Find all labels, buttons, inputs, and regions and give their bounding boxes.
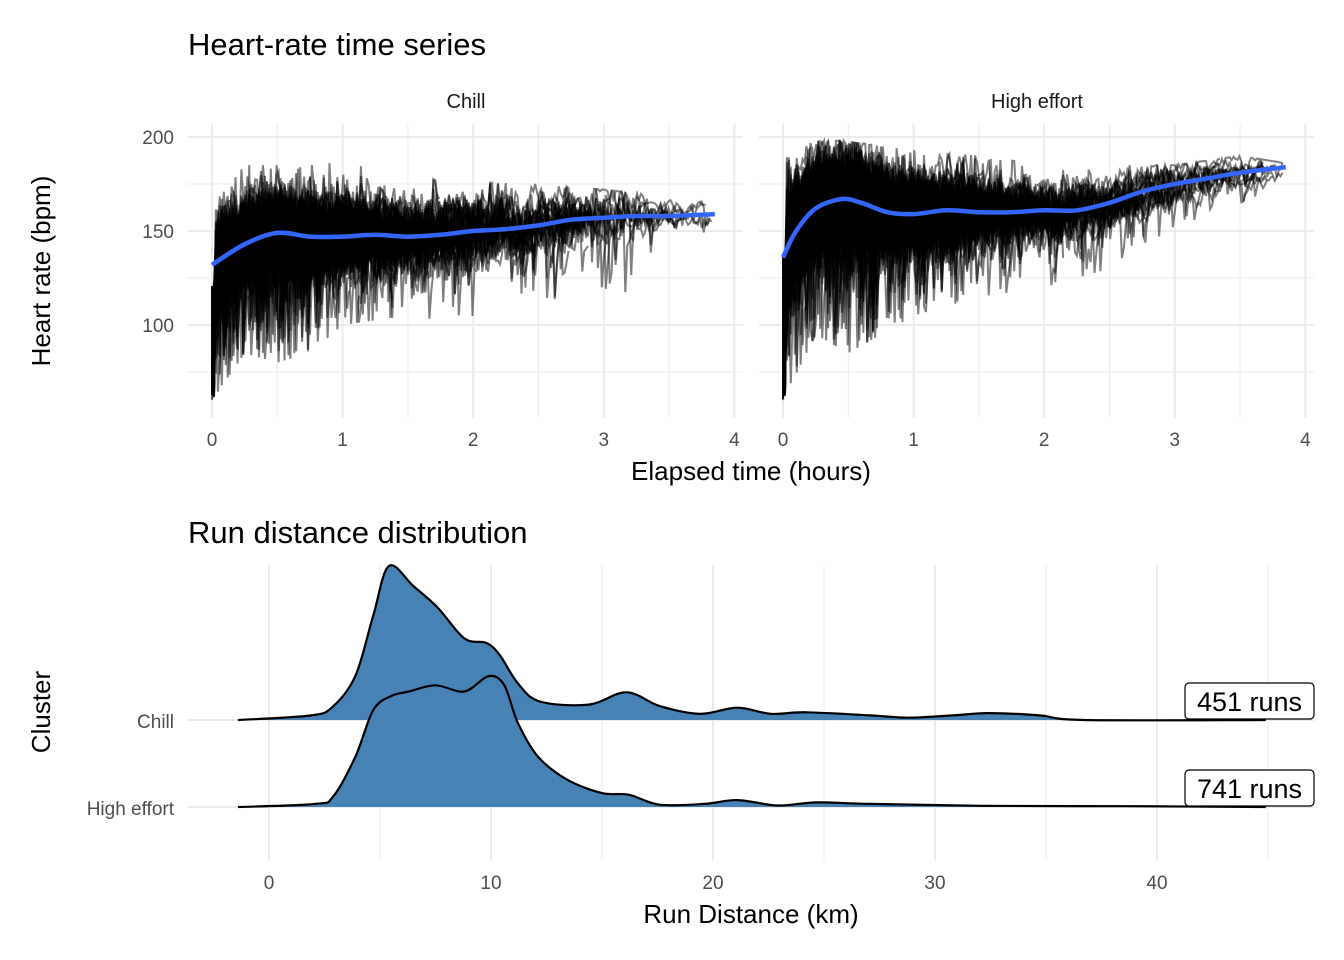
x-tick-label: 3 (599, 430, 610, 451)
x-tick-label: 1 (337, 430, 348, 451)
facet-label-high-effort: High effort (991, 91, 1083, 113)
distance-tick-labels: 0 10 20 30 40 Chill High effort (87, 712, 1168, 894)
x-tick-label: 2 (1039, 430, 1050, 451)
y-tick-label: High effort (87, 799, 175, 820)
distance-y-axis-title: Cluster (26, 670, 56, 753)
raw-trace-chill (211, 181, 713, 383)
x-tick-label: 3 (1170, 430, 1181, 451)
x-tick-label: 1 (908, 430, 919, 451)
facet-label-chill: Chill (447, 91, 486, 113)
y-tick-label: 100 (142, 316, 174, 337)
heart-rate-smooth-lines (210, 164, 1287, 267)
count-label-high-effort: 741 runs (1197, 774, 1302, 804)
y-tick-label: Chill (137, 712, 174, 733)
x-tick-label: 2 (468, 430, 479, 451)
count-label-box (1184, 769, 1315, 807)
count-label-chill: 451 runs (1197, 687, 1302, 717)
heart-rate-x-axis-title: Elapsed time (hours) (631, 456, 871, 486)
heart-rate-title: Heart-rate time series (188, 27, 486, 62)
x-tick-label: 0 (264, 873, 275, 894)
distance-x-axis-title: Run Distance (km) (643, 899, 858, 929)
smooth-line-high-effort (780, 164, 1287, 259)
heart-rate-tick-labels: 0 1 2 3 4 0 1 2 3 4 100 150 200 (142, 128, 1311, 451)
x-tick-label: 4 (1300, 430, 1311, 451)
raw-trace-high-effort (782, 166, 918, 339)
x-tick-label: 20 (702, 873, 723, 894)
smooth-line-chill (210, 211, 715, 267)
density-area-high-effort (237, 675, 1266, 807)
y-tick-label: 150 (142, 222, 174, 243)
x-tick-label: 10 (480, 873, 501, 894)
x-tick-label: 0 (778, 430, 789, 451)
y-tick-label: 200 (142, 128, 174, 149)
heart-rate-y-axis-title: Heart rate (bpm) (26, 176, 56, 367)
distance-title: Run distance distribution (188, 515, 527, 550)
count-label-box (1184, 682, 1315, 720)
density-outline-high-effort (237, 674, 1266, 809)
heart-rate-raw-lines (211, 137, 1284, 401)
x-tick-label: 30 (924, 873, 945, 894)
x-tick-label: 40 (1146, 873, 1167, 894)
density-outline-chill (237, 564, 1266, 722)
x-tick-label: 4 (729, 430, 740, 451)
x-tick-label: 0 (207, 430, 218, 451)
distance-ridges: 451 runs 741 runs (237, 564, 1315, 809)
